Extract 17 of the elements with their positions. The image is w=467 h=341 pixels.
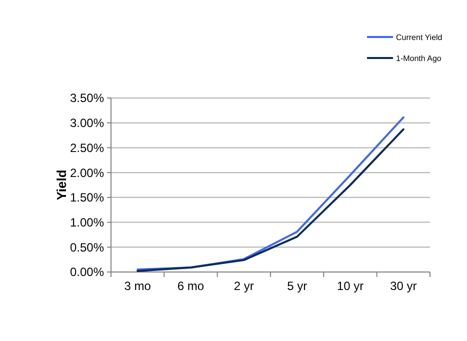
- y-tick-label: 3.50%: [70, 91, 104, 106]
- y-tick-label: 0.00%: [70, 265, 104, 280]
- x-tick-label: 5 yr: [287, 279, 308, 293]
- y-tick-label: 2.50%: [70, 140, 104, 155]
- y-tick-label: 1.50%: [70, 190, 104, 205]
- legend-label: Current Yield: [396, 32, 442, 42]
- x-tick-label: 10 yr: [336, 279, 364, 293]
- x-tick-label: 2 yr: [234, 279, 254, 293]
- x-tick-label: 6 mo: [177, 279, 204, 293]
- y-tick-label: 3.00%: [70, 116, 104, 130]
- x-tick-label: 30 yr: [390, 279, 417, 293]
- y-tick-label: 1.00%: [70, 215, 104, 230]
- x-tick-label: 3 mo: [124, 279, 152, 293]
- legend-label: 1-Month Ago: [396, 54, 442, 63]
- y-axis-title: Yield: [54, 170, 69, 200]
- y-tick-label: 2.00%: [70, 166, 104, 180]
- y-tick-label: 0.50%: [70, 240, 104, 254]
